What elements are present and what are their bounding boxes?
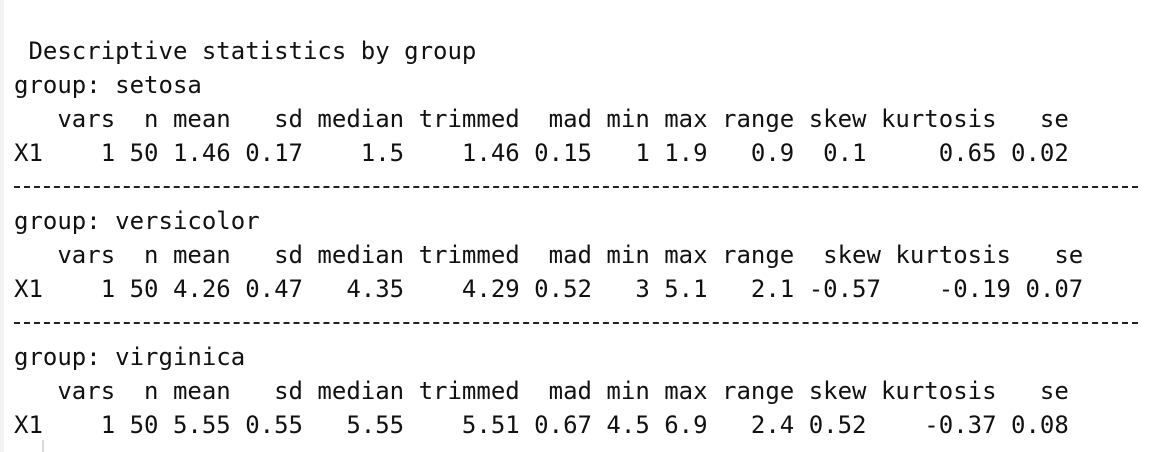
- stats-header-versicolor: vars n mean sd median trimmed mad min ma…: [14, 241, 1083, 269]
- group-separator: [14, 186, 1138, 188]
- stats-header-virginica: vars n mean sd median trimmed mad min ma…: [14, 377, 1069, 405]
- stats-header-setosa: vars n mean sd median trimmed mad min ma…: [14, 105, 1069, 133]
- console-gutter: [0, 0, 4, 452]
- group-label-versicolor: group: versicolor: [14, 207, 260, 235]
- group-separator: [14, 322, 1138, 324]
- stats-row-versicolor: X1 1 50 4.26 0.47 4.35 4.29 0.52 3 5.1 2…: [14, 275, 1083, 303]
- group-label-setosa: group: setosa: [14, 71, 202, 99]
- output-title: Descriptive statistics by group: [14, 37, 476, 65]
- stats-row-setosa: X1 1 50 1.46 0.17 1.5 1.46 0.15 1 1.9 0.…: [14, 139, 1069, 167]
- cursor-margin-mark: [42, 440, 44, 452]
- group-label-virginica: group: virginica: [14, 343, 245, 371]
- stats-row-virginica: X1 1 50 5.55 0.55 5.55 5.51 0.67 4.5 6.9…: [14, 411, 1069, 439]
